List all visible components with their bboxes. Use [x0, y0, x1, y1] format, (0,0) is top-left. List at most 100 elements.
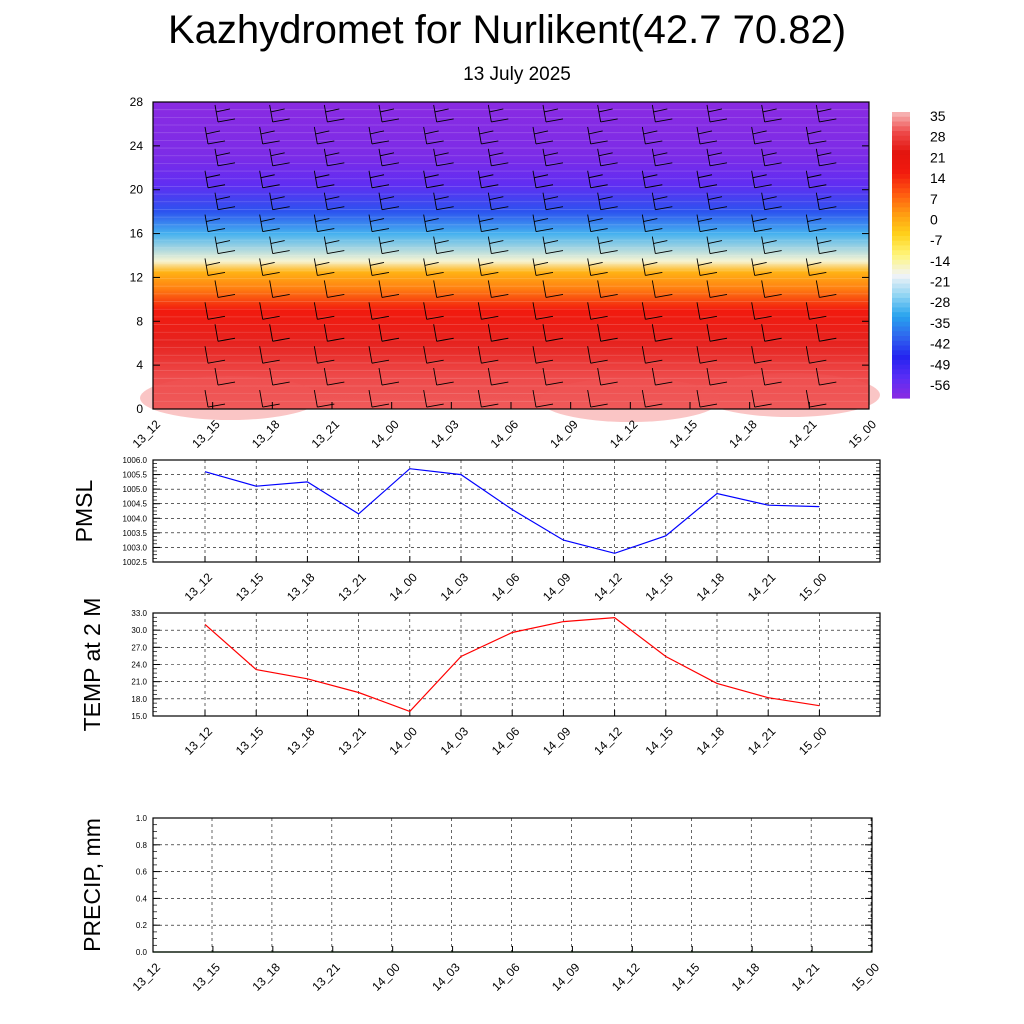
colorbar-swatch — [892, 126, 910, 132]
wind-barb — [761, 104, 782, 123]
xtick-label: 14_15 — [642, 724, 676, 758]
colorbar-label: 0 — [930, 211, 938, 227]
wind-barb — [214, 368, 236, 386]
heatmap-xtick-label: 14_03 — [428, 417, 462, 451]
wind-barb — [313, 258, 335, 276]
colorbar-swatch — [892, 212, 910, 218]
wind-barb — [477, 302, 499, 320]
colorbar-swatch — [892, 283, 910, 289]
wind-barb — [323, 280, 345, 298]
wind-barb — [651, 280, 673, 298]
colorbar-swatch — [892, 312, 910, 318]
heatmap-ytick-label: 4 — [136, 358, 143, 372]
wind-barb — [214, 280, 236, 298]
wind-barb — [487, 280, 509, 298]
wind-barb — [487, 236, 509, 254]
wind-barb — [761, 192, 782, 211]
wind-barb — [651, 192, 673, 211]
colorbar-swatch — [892, 293, 910, 299]
wind-barb — [532, 126, 554, 145]
wind-barb — [433, 368, 454, 386]
colorbar-swatch — [892, 164, 910, 170]
xtick-label: 14_03 — [438, 570, 472, 604]
wind-barb — [751, 214, 772, 233]
wind-barb — [761, 148, 782, 167]
colorbar-swatch — [892, 231, 910, 237]
ytick-label: 1005.0 — [123, 485, 148, 494]
heatmap-field — [153, 102, 869, 409]
ytick-label: 1002.5 — [123, 558, 148, 567]
wind-barb — [368, 302, 390, 320]
wind-barb — [651, 148, 673, 167]
wind-barb — [706, 104, 728, 123]
colorbar-label: -7 — [930, 232, 943, 248]
heatmap-xtick-label: 14_15 — [667, 417, 701, 451]
colorbar-swatch — [892, 193, 910, 199]
wind-barb — [323, 104, 345, 123]
wind-barb — [587, 346, 608, 364]
wind-barb — [761, 236, 782, 254]
wind-barb — [706, 280, 728, 298]
wind-barb — [259, 302, 280, 320]
wind-barb — [368, 346, 390, 364]
wind-barb — [696, 302, 718, 320]
wind-barb — [368, 258, 390, 276]
colorbar-label: 35 — [930, 108, 946, 124]
colorbar-swatch — [892, 364, 910, 370]
wind-barb — [378, 368, 400, 386]
wind-barb — [214, 324, 236, 342]
wind-barb — [204, 389, 226, 408]
colorbar-label: -14 — [930, 253, 950, 269]
wind-barb — [323, 148, 345, 167]
xtick-label: 14_18 — [694, 570, 728, 604]
xtick-label: 13_18 — [249, 960, 283, 994]
wind-barb — [532, 214, 554, 233]
wind-barb — [259, 389, 280, 408]
colorbar-swatch — [892, 350, 910, 356]
heatmap-ytick-label: 24 — [130, 139, 144, 153]
wind-barb — [214, 192, 236, 211]
wind-barb — [532, 170, 554, 189]
ytick-label: 24.0 — [131, 661, 147, 670]
wind-barb — [487, 148, 509, 167]
xtick-label: 13_12 — [182, 724, 216, 758]
wind-barb — [532, 258, 554, 276]
wind-barb — [751, 302, 772, 320]
heatmap-ytick-label: 16 — [130, 227, 144, 241]
wind-barb — [487, 368, 509, 386]
wind-barb — [423, 170, 444, 189]
wind-barb — [423, 389, 444, 408]
wind-barb — [706, 368, 728, 386]
wind-barb — [423, 126, 444, 145]
colorbar-swatch — [892, 245, 910, 251]
xtick-label: 14_00 — [386, 570, 420, 604]
colorbar-swatch — [892, 345, 910, 351]
wind-barb — [259, 214, 280, 233]
wind-barb — [805, 346, 827, 364]
wind-barb — [323, 368, 345, 386]
xtick-label: 14_15 — [642, 570, 676, 604]
wind-barb — [378, 236, 400, 254]
wind-barb — [641, 170, 663, 189]
colorbar-swatch — [892, 369, 910, 375]
series-line — [204, 468, 820, 554]
wind-barb — [651, 368, 673, 386]
wind-barb — [378, 148, 400, 167]
xtick-label: 14_18 — [729, 960, 763, 994]
wind-barb — [214, 104, 236, 123]
wind-barb — [477, 170, 499, 189]
page-title: Kazhydromet for Nurlikent(42.7 70.82) — [167, 8, 847, 52]
heatmap-xtick-label: 13_18 — [249, 417, 283, 451]
temp-panel: 15.0 18.0 21.0 24.0 27.0 30.0 33.0 13_12 13_15 13… — [79, 598, 881, 758]
wind-barb — [706, 192, 728, 211]
wind-barb — [532, 302, 554, 320]
ytick-label: 1.0 — [136, 814, 148, 823]
wind-barb — [651, 324, 673, 342]
wind-barb — [269, 236, 290, 254]
heatmap-ytick-label: 28 — [130, 95, 144, 109]
heatmap-xtick-label: 14_18 — [726, 417, 760, 451]
colorbar-swatch — [892, 393, 910, 399]
wind-barb — [423, 214, 444, 233]
xtick-label: 14_09 — [549, 960, 583, 994]
ytick-label: 0.2 — [136, 921, 148, 930]
